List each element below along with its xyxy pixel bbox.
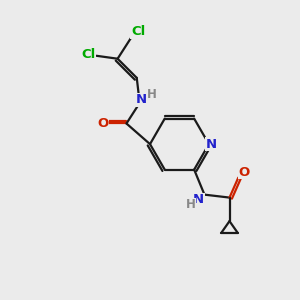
Text: N: N	[206, 138, 217, 151]
Text: O: O	[97, 117, 109, 130]
Text: N: N	[193, 194, 204, 206]
Text: Cl: Cl	[131, 25, 145, 38]
Text: H: H	[185, 198, 195, 212]
Text: Cl: Cl	[81, 48, 95, 61]
Text: N: N	[136, 93, 147, 106]
Text: O: O	[238, 166, 250, 179]
Text: H: H	[147, 88, 157, 100]
